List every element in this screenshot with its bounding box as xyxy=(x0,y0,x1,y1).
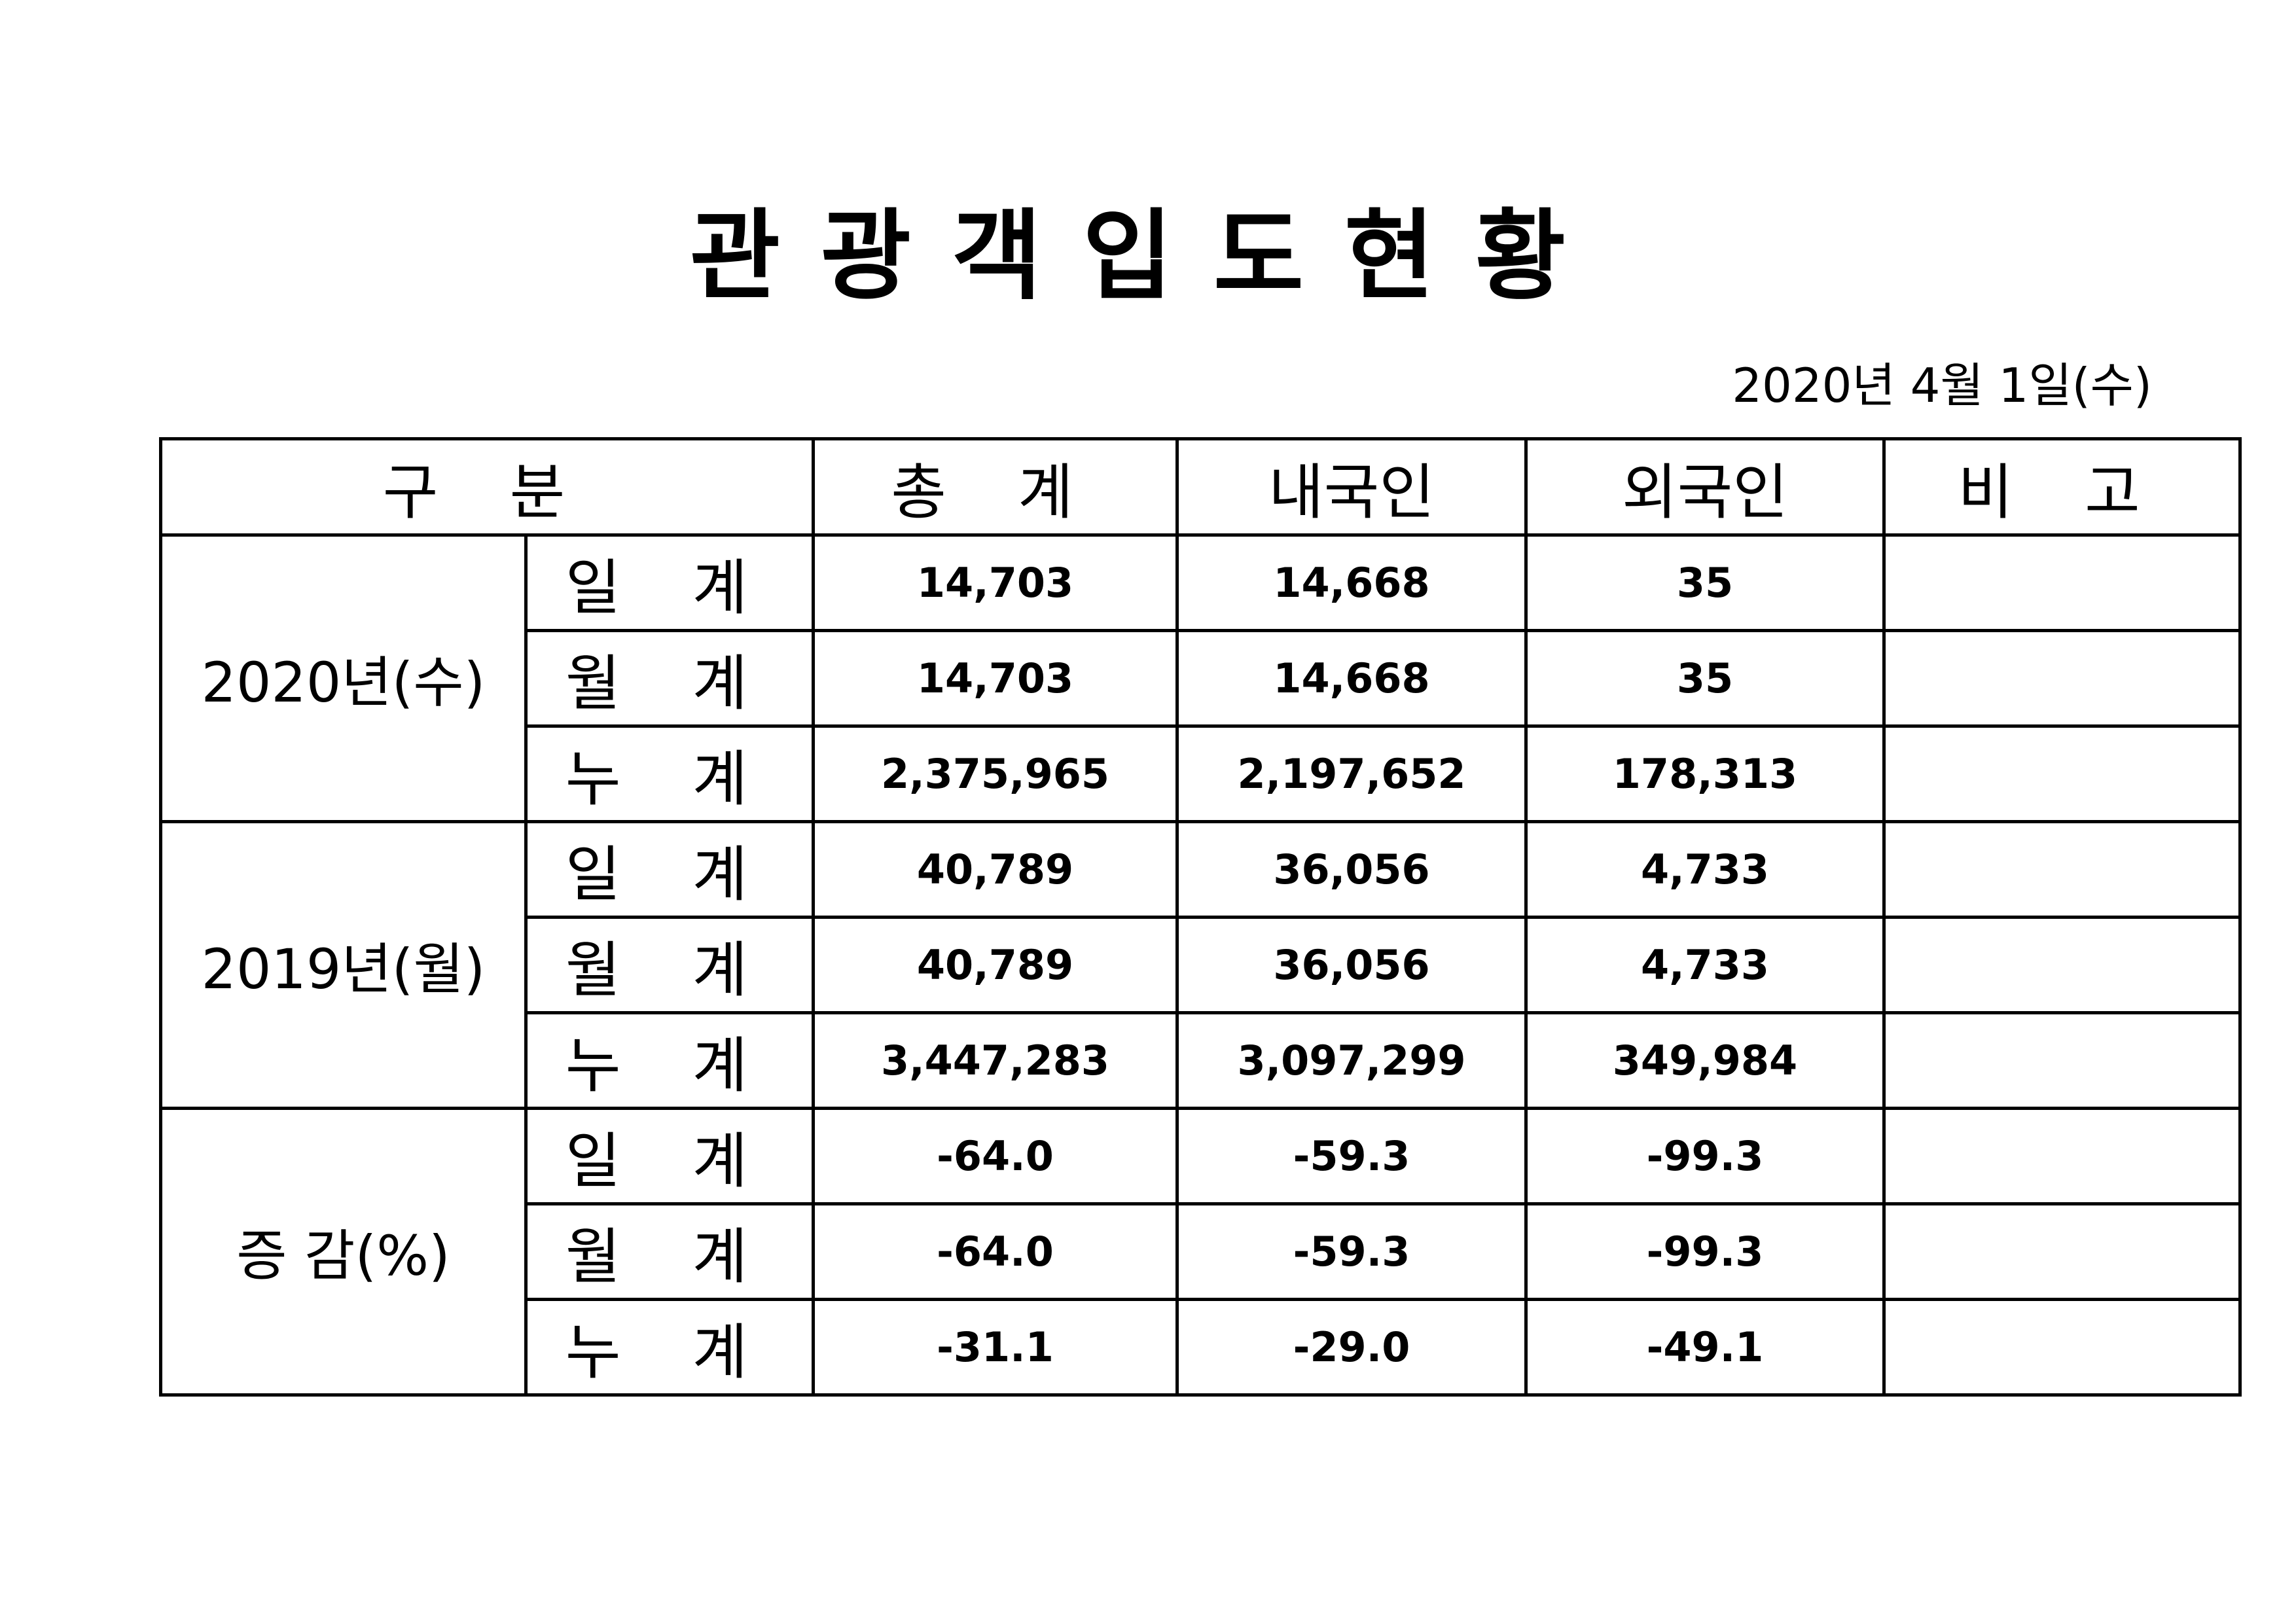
table-row: 월 계 40,789 36,056 4,733 xyxy=(161,916,2242,1014)
row-label: 일 계 xyxy=(524,820,815,919)
cell-foreign: -99.3 xyxy=(1524,1202,1886,1301)
cell-total: 2,375,965 xyxy=(812,724,1179,823)
row-label: 일 계 xyxy=(524,533,815,632)
header-domestic: 내국인 xyxy=(1175,437,1528,537)
cell-total: 14,703 xyxy=(812,533,1179,632)
row-label: 누 계 xyxy=(524,724,815,823)
row-label: 누 계 xyxy=(524,1298,815,1397)
cell-domestic: -59.3 xyxy=(1175,1202,1528,1301)
report-date: 2020년 4월 1일(수) xyxy=(1732,358,2152,413)
cell-foreign: 4,733 xyxy=(1524,916,1886,1014)
cell-remarks xyxy=(1882,533,2242,632)
header-total: 총 계 xyxy=(812,437,1179,537)
cell-total: 3,447,283 xyxy=(812,1011,1179,1110)
group-label: 2020년(수) xyxy=(159,533,528,823)
table-row: 누 계 -31.1 -29.0 -49.1 xyxy=(161,1298,2242,1397)
cell-foreign: 35 xyxy=(1524,629,1886,728)
page-title: 관광객입도현황 xyxy=(689,200,1606,313)
group-label: 2019년(월) xyxy=(159,820,528,1110)
cell-domestic: 36,056 xyxy=(1175,820,1528,919)
cell-total: 14,703 xyxy=(812,629,1179,728)
header-remarks: 비 고 xyxy=(1882,437,2242,537)
cell-domestic: 2,197,652 xyxy=(1175,724,1528,823)
header-row: 구 분 총 계 내국인 외국인 비 고 xyxy=(159,437,2242,537)
tourist-arrivals-table: 구 분 총 계 내국인 외국인 비 고 2020년(수) 일 계 14,703 … xyxy=(159,437,2242,1397)
table-row: 증 감(%) 일 계 -64.0 -59.3 -99.3 xyxy=(159,1107,2242,1397)
header-foreign: 외국인 xyxy=(1524,437,1886,537)
header-category: 구 분 xyxy=(159,437,815,537)
table-row: 월 계 14,703 14,668 35 xyxy=(161,629,2242,728)
cell-foreign: 349,984 xyxy=(1524,1011,1886,1110)
group-label: 증 감(%) xyxy=(159,1107,528,1397)
cell-remarks xyxy=(1882,820,2242,919)
cell-total: 40,789 xyxy=(812,916,1179,1014)
row-label: 월 계 xyxy=(524,916,815,1014)
cell-domestic: 36,056 xyxy=(1175,916,1528,1014)
cell-domestic: 14,668 xyxy=(1175,629,1528,728)
cell-total: -64.0 xyxy=(812,1107,1179,1205)
cell-remarks xyxy=(1882,724,2242,823)
cell-remarks xyxy=(1882,916,2242,1014)
table-row: 2020년(수) 일 계 14,703 14,668 35 xyxy=(159,533,2242,823)
cell-remarks xyxy=(1882,1107,2242,1205)
table-row: 2019년(월) 일 계 40,789 36,056 4,733 xyxy=(159,820,2242,1110)
table-row: 월 계 -64.0 -59.3 -99.3 xyxy=(161,1202,2242,1301)
cell-foreign: 178,313 xyxy=(1524,724,1886,823)
cell-domestic: -29.0 xyxy=(1175,1298,1528,1397)
table-row: 누 계 2,375,965 2,197,652 178,313 xyxy=(161,724,2242,823)
cell-total: 40,789 xyxy=(812,820,1179,919)
row-label: 누 계 xyxy=(524,1011,815,1110)
cell-remarks xyxy=(1882,1202,2242,1301)
cell-domestic: 3,097,299 xyxy=(1175,1011,1528,1110)
cell-domestic: 14,668 xyxy=(1175,533,1528,632)
cell-remarks xyxy=(1882,1011,2242,1110)
row-label: 월 계 xyxy=(524,629,815,728)
cell-domestic: -59.3 xyxy=(1175,1107,1528,1205)
cell-remarks xyxy=(1882,629,2242,728)
cell-foreign: 35 xyxy=(1524,533,1886,632)
cell-total: -64.0 xyxy=(812,1202,1179,1301)
row-label: 일 계 xyxy=(524,1107,815,1205)
cell-foreign: 4,733 xyxy=(1524,820,1886,919)
row-label: 월 계 xyxy=(524,1202,815,1301)
cell-remarks xyxy=(1882,1298,2242,1397)
cell-total: -31.1 xyxy=(812,1298,1179,1397)
cell-foreign: -99.3 xyxy=(1524,1107,1886,1205)
table-row: 누 계 3,447,283 3,097,299 349,984 xyxy=(161,1011,2242,1110)
cell-foreign: -49.1 xyxy=(1524,1298,1886,1397)
